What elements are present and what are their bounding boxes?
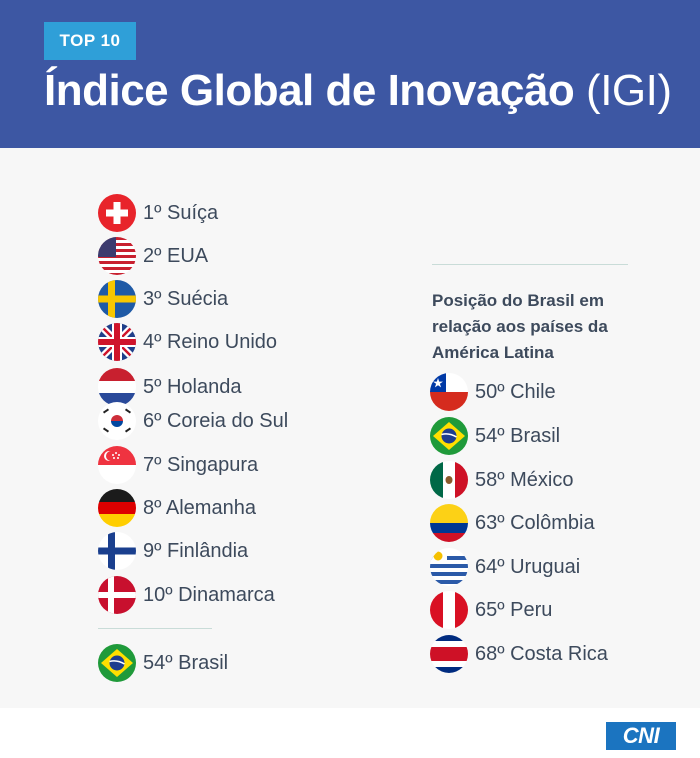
mexico-flag-icon	[430, 461, 468, 499]
rank-label: 54º Brasil	[143, 651, 229, 674]
divider	[432, 264, 628, 265]
rank-label: 2º EUA	[143, 244, 209, 267]
rank-label: 63º Colômbia	[475, 511, 595, 534]
top10-tag: TOP 10	[44, 22, 136, 60]
brazil-flag-icon	[98, 644, 136, 682]
netherlands-flag-icon	[98, 368, 136, 406]
rank-label: 8º Alemanha	[143, 496, 256, 519]
divider	[98, 628, 212, 629]
chile-flag-icon	[430, 373, 468, 411]
rank-label: 6º Coreia do Sul	[143, 409, 289, 432]
rank-label: 65º Peru	[475, 598, 553, 621]
singapore-flag-icon	[98, 446, 136, 484]
list-item-singapore: 7º Singapura	[98, 445, 258, 485]
costa-rica-flag-icon	[430, 635, 468, 673]
rank-label: 50º Chile	[475, 380, 556, 403]
rank-label: 7º Singapura	[143, 453, 259, 476]
list-item-sweden: 3º Suécia	[98, 279, 228, 319]
title-abbreviation: (IGI)	[586, 66, 672, 115]
header-banner: TOP 10 Índice Global de Inovação (IGI)	[0, 0, 700, 148]
list-item-netherlands: 5º Holanda	[98, 367, 242, 407]
title-main: Índice Global de Inovação	[44, 66, 575, 115]
rank-label: 64º Uruguai	[475, 555, 581, 578]
list-item-denmark: 10º Dinamarca	[98, 575, 275, 615]
logo-text: CNI	[622, 723, 660, 748]
rank-label: 5º Holanda	[143, 375, 242, 398]
rank-label: 9º Finlândia	[143, 539, 249, 562]
usa-flag-icon	[98, 237, 136, 275]
rank-label: 4º Reino Unido	[143, 330, 278, 353]
rank-label: 58º México	[475, 468, 574, 491]
list-item-brazil: 54º Brasil	[430, 416, 560, 456]
denmark-flag-icon	[98, 576, 136, 614]
list-item-costa-rica: 68º Costa Rica	[430, 634, 608, 674]
sweden-flag-icon	[98, 280, 136, 318]
rank-label: 68º Costa Rica	[475, 642, 608, 665]
list-item-uruguay: 64º Uruguai	[430, 547, 580, 587]
rank-label: 54º Brasil	[475, 424, 561, 447]
uk-flag-icon	[98, 323, 136, 361]
cni-logo: CNI	[606, 722, 676, 750]
rank-label: 10º Dinamarca	[143, 583, 275, 606]
list-item-south-korea: 6º Coreia do Sul	[98, 401, 288, 441]
list-item-colombia: 63º Colômbia	[430, 503, 595, 543]
brazil-flag-icon	[430, 417, 468, 455]
rank-label: 3º Suécia	[143, 287, 229, 310]
list-item-chile: 50º Chile	[430, 372, 556, 412]
south-korea-flag-icon	[98, 402, 136, 440]
rank-label: 1º Suíça	[143, 201, 219, 224]
switzerland-flag-icon	[98, 194, 136, 232]
list-item-brazil-global: 54º Brasil	[98, 643, 228, 683]
list-item-uk: 4º Reino Unido	[98, 322, 277, 362]
list-item-switzerland: 1º Suíça	[98, 193, 218, 233]
colombia-flag-icon	[430, 504, 468, 542]
footer	[0, 708, 700, 758]
uruguay-flag-icon	[430, 548, 468, 586]
list-item-usa: 2º EUA	[98, 236, 208, 276]
germany-flag-icon	[98, 489, 136, 527]
peru-flag-icon	[430, 591, 468, 629]
finland-flag-icon	[98, 532, 136, 570]
list-item-germany: 8º Alemanha	[98, 488, 256, 528]
list-item-mexico: 58º México	[430, 460, 573, 500]
list-item-finland: 9º Finlândia	[98, 531, 248, 571]
page-title: Índice Global de Inovação (IGI)	[44, 66, 672, 116]
list-item-peru: 65º Peru	[430, 590, 552, 630]
latam-heading: Posição do Brasil em relação aos países …	[432, 291, 608, 362]
